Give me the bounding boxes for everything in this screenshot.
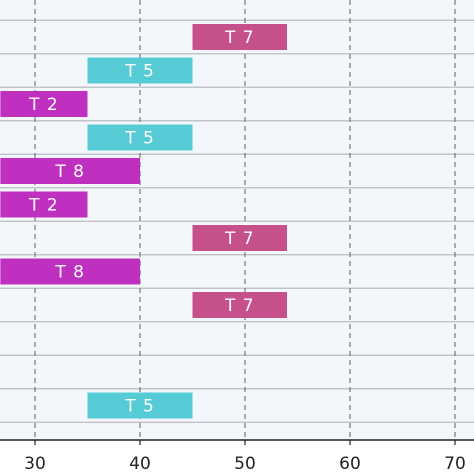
tick-label: 60 bbox=[339, 454, 361, 474]
bar-label: T 5 bbox=[124, 62, 155, 82]
bar bbox=[192, 24, 287, 50]
bar bbox=[0, 191, 88, 218]
bar-label: T 5 bbox=[124, 129, 155, 149]
bar bbox=[0, 158, 140, 184]
bar-label: T 8 bbox=[54, 263, 85, 283]
bar bbox=[192, 292, 287, 318]
bar bbox=[87, 57, 193, 84]
horizontal-gridlines bbox=[0, 19, 474, 423]
bar-label: T 5 bbox=[124, 397, 155, 417]
bar-label: T 8 bbox=[54, 162, 85, 182]
bar-label: T 2 bbox=[28, 95, 59, 115]
bar-label: T 2 bbox=[28, 196, 59, 216]
bar-label: T 7 bbox=[224, 28, 255, 48]
bar bbox=[87, 124, 193, 151]
bar bbox=[0, 258, 140, 285]
tick-label: 50 bbox=[234, 454, 256, 474]
bars: T 7 T 5 T 2 T 5 T 8 T 2 T 7 T 8 T 7 T 5 bbox=[0, 24, 287, 419]
plot-background bbox=[0, 0, 474, 440]
x-axis-ticks: 30 40 50 60 70 bbox=[24, 440, 466, 474]
bar-label: T 7 bbox=[224, 229, 255, 249]
tick-label: 30 bbox=[24, 454, 46, 474]
tick-label: 40 bbox=[129, 454, 151, 474]
bar bbox=[0, 91, 88, 117]
bar bbox=[87, 392, 193, 419]
bar-label: T 7 bbox=[224, 296, 255, 316]
tick-label: 70 bbox=[444, 454, 466, 474]
bar bbox=[192, 225, 287, 251]
